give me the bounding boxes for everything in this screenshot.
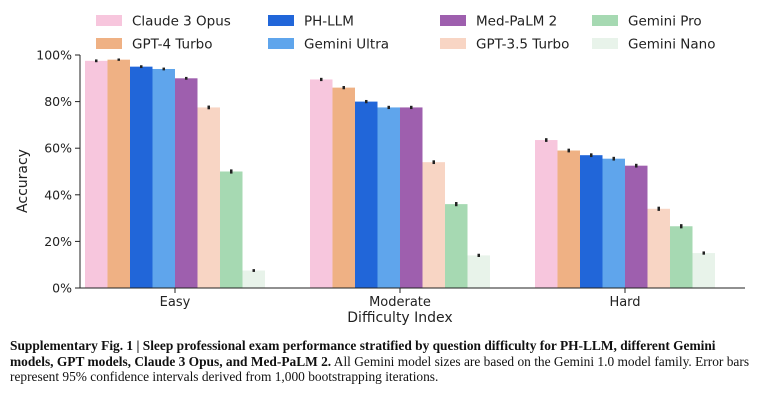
axes <box>79 55 745 289</box>
y-tick-label: 20% <box>44 234 72 249</box>
y-tick-label: 0% <box>52 281 72 296</box>
x-tick-label: Moderate <box>369 295 431 310</box>
y-tick-label: 100% <box>36 48 72 63</box>
bar <box>400 107 423 288</box>
bar <box>355 101 378 288</box>
legend-label: Gemini Pro <box>628 14 702 30</box>
bar <box>580 155 603 288</box>
x-tick-label: Easy <box>160 295 191 310</box>
legend-label: GPT-3.5 Turbo <box>476 37 569 53</box>
legend-swatch <box>96 38 122 49</box>
legend-swatch <box>96 15 122 26</box>
legend-swatch <box>592 15 618 26</box>
bar <box>670 226 693 288</box>
bar <box>535 140 558 288</box>
x-axis-label: Difficulty Index <box>347 310 452 326</box>
bar <box>152 68 175 288</box>
legend: Claude 3 Opus GPT-4 Turbo PH-LLM Gemini Ult… <box>96 14 715 53</box>
bar <box>692 253 715 288</box>
legend-swatch <box>268 15 294 26</box>
bar <box>197 107 220 288</box>
caption-bold: Supplementary Fig. 1 | Sleep professiona… <box>10 338 716 369</box>
bar <box>602 158 625 288</box>
bar <box>625 165 648 288</box>
bar <box>130 66 153 289</box>
bar <box>332 87 355 289</box>
bar <box>242 270 265 288</box>
y-tick-label: 60% <box>44 141 72 156</box>
y-axis-label: Accuracy <box>15 149 31 213</box>
accuracy-bar-chart: Claude 3 Opus GPT-4 Turbo PH-LLM Gemini Ult… <box>15 14 745 326</box>
legend-label: Claude 3 Opus <box>132 14 231 30</box>
legend-swatch <box>592 38 618 49</box>
bar <box>445 204 468 288</box>
legend-label: Gemini Nano <box>628 37 715 53</box>
x-ticks: Easy Moderate Hard <box>160 288 641 310</box>
x-tick-label: Hard <box>609 295 640 310</box>
bar <box>422 162 445 288</box>
bar <box>107 59 130 288</box>
bar <box>85 60 108 289</box>
figure-caption: Supplementary Fig. 1 | Sleep professiona… <box>10 338 760 385</box>
bar <box>310 79 333 288</box>
bar <box>557 150 580 288</box>
bar <box>467 255 490 288</box>
bar <box>220 171 243 288</box>
legend-label: PH-LLM <box>304 14 354 30</box>
bar <box>175 78 198 288</box>
caption-text: All Gemini model sizes are based on the … <box>10 353 750 385</box>
y-tick-label: 40% <box>44 187 72 202</box>
bars <box>85 59 715 289</box>
y-tick-label: 80% <box>44 94 72 109</box>
error-bars <box>95 58 705 272</box>
legend-label: GPT-4 Turbo <box>132 37 213 53</box>
legend-swatch <box>268 38 294 49</box>
bar <box>647 208 670 288</box>
legend-label: Med-PaLM 2 <box>476 14 557 30</box>
bar <box>377 107 400 288</box>
y-ticks: 0% 20% 40% 60% 80% 100% <box>36 48 80 296</box>
legend-swatch <box>440 38 466 49</box>
legend-swatch <box>440 15 466 26</box>
legend-label: Gemini Ultra <box>304 37 389 53</box>
